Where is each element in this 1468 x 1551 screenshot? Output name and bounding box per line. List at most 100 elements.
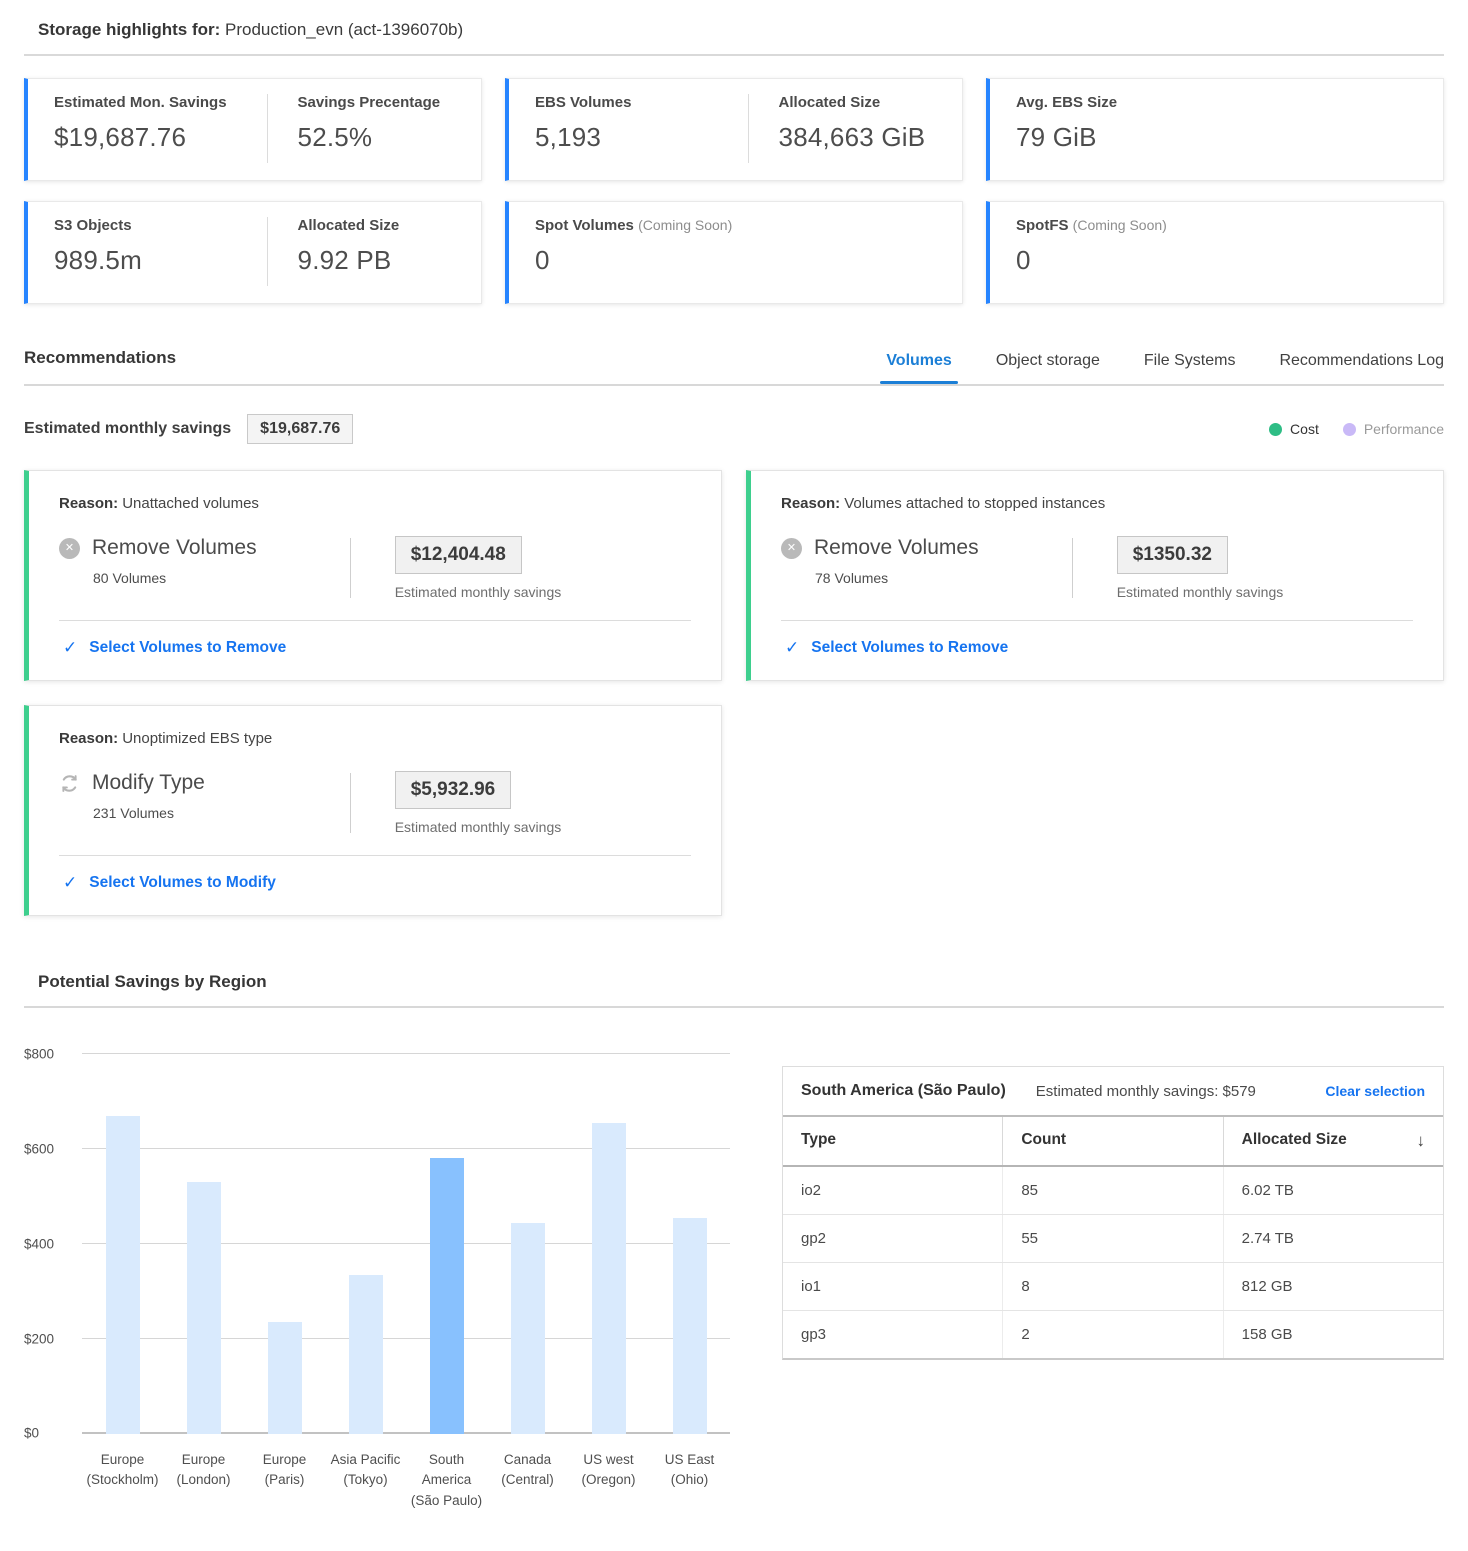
metric-spot-volumes: Spot Volumes (Coming Soon) 0 [535,217,936,286]
metric-label: Allocated Size [778,94,881,111]
reason-label: Reason: [781,495,841,512]
action-summary: Modify Type 231 Volumes [59,771,350,835]
chart-bar[interactable] [267,1322,302,1434]
summary-value-badge: $19,687.76 [247,414,354,444]
reason-line: Reason: Unoptimized EBS type [59,730,691,747]
metric-label: SpotFS (Coming Soon) [1016,217,1417,234]
action-name: Modify Type [92,771,205,794]
recommendation-cards: Reason: Unattached volumes ✕ Remove Volum… [24,470,1444,916]
chart-bar[interactable] [591,1123,626,1434]
bar-slot[interactable] [325,1054,406,1434]
select-volumes-link[interactable]: ✓ Select Volumes to Remove [59,621,691,666]
bar-slot[interactable] [244,1054,325,1434]
savings-amount-badge: $12,404.48 [394,536,522,574]
reason-line: Reason: Unattached volumes [59,495,691,512]
check-icon: ✓ [785,638,800,657]
metric-value: 9.92 PB [297,245,392,275]
metric-value: 384,663 GiB [778,122,926,152]
tab-object-storage[interactable]: Object storage [995,352,1100,369]
link-label: Select Volumes to Remove [89,639,287,656]
x-axis-label: Canada (Central) [501,1452,554,1488]
bar-slot[interactable] [568,1054,649,1434]
selected-region-title: South America (São Paulo) [801,1082,1006,1099]
grid-line: $0 [24,1426,730,1441]
savings-amount-block: $5,932.96 Estimated monthly savings [351,771,561,835]
coming-soon-note: (Coming Soon) [1072,217,1167,233]
bar-slot[interactable] [406,1054,487,1434]
cell-count: 8 [1002,1263,1222,1310]
chart-bar[interactable] [186,1182,221,1434]
savings-amount-caption: Estimated monthly savings [1116,584,1284,600]
chart-bar[interactable] [672,1218,707,1434]
tab-volumes[interactable]: Volumes [880,352,958,384]
grid-line: $400 [24,1236,730,1251]
modify-refresh-icon [62,774,77,792]
stat-card-spotfs: SpotFS (Coming Soon) 0 [986,201,1444,304]
column-header-count[interactable]: Count [1002,1117,1222,1165]
reason-text: Volumes attached to stopped instances [844,495,1106,512]
legend-label: Cost [1290,421,1319,437]
metric-label: EBS Volumes [535,94,632,111]
y-tick-label: $0 [24,1425,40,1441]
page-title: Storage highlights for: Production_evn (… [38,20,1444,40]
chart-bar[interactable] [510,1223,545,1434]
metric-value: 989.5m [54,245,142,275]
cell-size: 812 GB [1222,1263,1443,1310]
x-axis-label: Europe (Stockholm) [86,1452,159,1488]
vertical-divider [349,773,351,833]
x-axis-label: Europe (London) [176,1452,231,1488]
link-label: Select Volumes to Remove [811,639,1009,656]
cell-size: 6.02 TB [1222,1167,1443,1214]
reason-label: Reason: [59,495,119,512]
chart-bars [82,1054,730,1434]
tab-recommendations-log[interactable]: Recommendations Log [1279,352,1444,369]
bar-slot[interactable] [487,1054,568,1434]
chart-bar[interactable] [429,1158,464,1434]
stat-card-spot-volumes: Spot Volumes (Coming Soon) 0 [505,201,963,304]
select-volumes-to-modify-link[interactable]: ✓ Select Volumes to Modify [59,856,691,901]
coming-soon-note: (Coming Soon) [638,217,733,233]
section-divider [24,1006,1444,1008]
account-name: Production_evn (act-1396070b) [225,20,464,39]
summary-label: Estimated monthly savings [24,420,232,437]
region-detail-table: South America (São Paulo) Estimated mont… [782,1066,1444,1360]
bar-slot[interactable] [163,1054,244,1434]
table-header-bar: South America (São Paulo) Estimated mont… [783,1067,1443,1117]
clear-selection-link[interactable]: Clear selection [1325,1083,1425,1099]
cell-count: 85 [1002,1167,1222,1214]
x-axis-label: US west (Oregon) [581,1452,636,1488]
bar-slot[interactable] [649,1054,730,1434]
metric-value: 0 [535,245,550,275]
metric-avg-ebs-size: Avg. EBS Size 79 GiB [1016,94,1417,163]
chart-legend: Cost Performance [1269,421,1444,437]
metric-label: Allocated Size [297,217,400,234]
savings-amount-caption: Estimated monthly savings [394,584,562,600]
chart-bar[interactable] [105,1116,140,1434]
y-tick-label: $400 [24,1236,55,1251]
chart-plot: $0 $200 $400 $600 $800 [24,1046,730,1441]
link-label: Select Volumes to Modify [89,874,276,891]
action-title: ✕ Remove Volumes [59,536,350,560]
region-detail-panel: South America (São Paulo) Estimated mont… [782,1066,1444,1511]
cell-count: 55 [1002,1215,1222,1262]
action-summary: ✕ Remove Volumes 80 Volumes [59,536,350,600]
y-tick-label: $200 [24,1331,55,1346]
table-row: io2 85 6.02 TB [783,1167,1443,1215]
action-name: Remove Volumes [92,536,257,559]
metric-estimated-mon-savings: Estimated Mon. Savings $19,687.76 [54,94,267,163]
tab-file-systems[interactable]: File Systems [1143,352,1236,369]
legend-label: Performance [1363,421,1444,437]
sort-arrow-down-icon[interactable]: ↓ [1416,1131,1425,1150]
bar-slot[interactable] [82,1054,163,1434]
reason-label: Reason: [59,730,119,747]
chart-bar[interactable] [348,1275,383,1434]
savings-by-region-chart: $0 $200 $400 $600 $800 Europe (Stockholm) Euro… [24,1046,730,1511]
header-divider [24,54,1444,56]
column-header-type[interactable]: Type [801,1131,837,1148]
metric-label: Estimated Mon. Savings [54,94,227,111]
column-header-allocated-size[interactable]: ↓ Allocated Size [1222,1117,1443,1165]
select-volumes-link[interactable]: ✓ Select Volumes to Remove [781,621,1413,666]
x-axis-label: Europe (Paris) [262,1452,307,1488]
table-row: gp3 2 158 GB [783,1311,1443,1358]
card-divider [59,855,691,856]
